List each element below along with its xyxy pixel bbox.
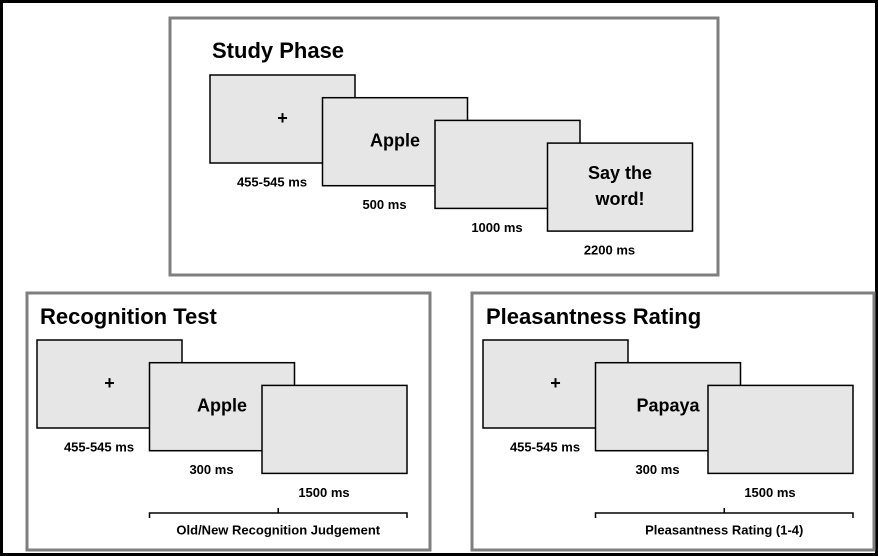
duration-label: 500 ms — [362, 197, 406, 212]
screen-text: Say the — [588, 163, 652, 183]
duration-label: 455-545 ms — [64, 439, 134, 454]
bracket — [594, 508, 854, 518]
screen — [261, 384, 408, 475]
screen-text: Apple — [197, 395, 247, 415]
screen — [707, 384, 854, 475]
panel-title: Pleasantness Rating — [486, 304, 701, 329]
screen-text: Papaya — [636, 395, 700, 415]
panel: Pleasantness Rating +455-545 ms Papaya 300 … — [470, 291, 876, 552]
duration-label: 1500 ms — [298, 485, 349, 500]
screen — [546, 142, 694, 232]
panel-title: Study Phase — [212, 38, 344, 63]
duration-label: 300 ms — [635, 462, 679, 477]
panel-frame — [25, 291, 432, 552]
duration-label: 455-545 ms — [237, 174, 307, 189]
screen-text: word! — [595, 189, 645, 209]
bracket-label: Pleasantness Rating (1-4) — [645, 522, 803, 537]
panel: Study Phase +455-545 ms Apple 500 ms 1000 ms… — [168, 16, 720, 277]
panel-title: Recognition Test — [40, 304, 217, 329]
bracket — [148, 508, 408, 518]
screen-text: Apple — [370, 130, 420, 150]
screen-text: + — [104, 373, 115, 393]
duration-label: 300 ms — [189, 462, 233, 477]
duration-label: 455-545 ms — [510, 439, 580, 454]
bracket-label: Old/New Recognition Judgement — [176, 522, 380, 537]
duration-label: 1500 ms — [744, 485, 795, 500]
panel-frame — [470, 291, 876, 552]
panel-frame — [168, 16, 720, 277]
duration-label: 1000 ms — [471, 220, 522, 235]
screen-text: + — [550, 373, 561, 393]
screen-text: + — [277, 108, 288, 128]
duration-label: 2200 ms — [584, 243, 635, 258]
panel: Recognition Test +455-545 ms Apple 300 ms 15… — [25, 291, 432, 552]
